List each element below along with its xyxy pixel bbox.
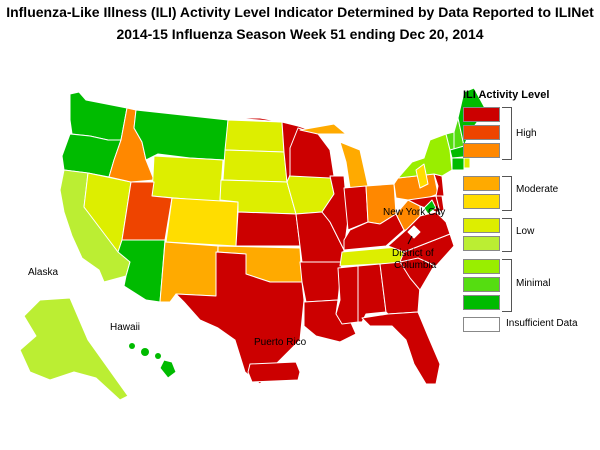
state-TX [175, 251, 305, 385]
legend-label-moderate: Moderate [516, 184, 559, 195]
state-CT [451, 157, 465, 171]
state-NYC [423, 199, 437, 215]
legend-bracket-low [502, 218, 512, 252]
dc-label-line2: Columbia [394, 260, 437, 271]
state-WI [289, 127, 335, 179]
puerto-rico-label: Puerto Rico [254, 337, 307, 348]
state-KS [235, 211, 301, 247]
legend-swatch-level-10 [463, 107, 500, 122]
legend-label-low: Low [516, 226, 535, 237]
new-england-inset [415, 163, 429, 189]
legend-swatch-level-4 [463, 236, 500, 251]
legend-title: ILI Activity Level [463, 89, 550, 101]
state-MS [335, 265, 359, 325]
legend-swatch-level-6 [463, 194, 500, 209]
state-PR [247, 361, 301, 383]
state-WA [69, 91, 128, 141]
state-ND [224, 119, 285, 153]
legend-swatch-level-3 [463, 259, 500, 274]
legend-bracket-moderate [502, 176, 512, 211]
hawaii-label: Hawaii [110, 322, 140, 333]
state-NM [159, 241, 219, 303]
state-FL [361, 311, 441, 385]
alaska-label: Alaska [28, 267, 58, 278]
state-SD [222, 149, 288, 183]
legend-bracket-minimal [502, 259, 512, 312]
legend-label-insufficient: Insufficient Data [506, 318, 578, 329]
legend-swatch-level-9 [463, 125, 500, 140]
state-MT [133, 109, 229, 161]
legend-swatch-insufficient [463, 317, 500, 332]
legend-swatch-level-8 [463, 143, 500, 158]
dc-label-line1: District of [392, 248, 434, 259]
legend-swatch-level-1 [463, 295, 500, 310]
legend-swatch-level-7 [463, 176, 500, 191]
legend-label-minimal: Minimal [516, 278, 551, 289]
state-LA [303, 299, 357, 343]
state-HI [129, 343, 177, 379]
state-CO [165, 197, 239, 247]
legend-swatch-level-5 [463, 218, 500, 233]
legend-label-high: High [516, 128, 537, 139]
map-title: Influenza-Like Illness (ILI) Activity Le… [6, 4, 594, 20]
state-IL [321, 175, 349, 251]
map-subtitle: 2014-15 Influenza Season Week 51 ending … [116, 26, 484, 42]
nyc-label: New York City [383, 207, 445, 218]
state-RI [463, 157, 471, 169]
state-AK [19, 297, 129, 401]
legend-swatch-level-2 [463, 277, 500, 292]
state-AR [299, 261, 343, 303]
state-WY [151, 155, 224, 203]
legend-bracket-high [502, 107, 512, 160]
